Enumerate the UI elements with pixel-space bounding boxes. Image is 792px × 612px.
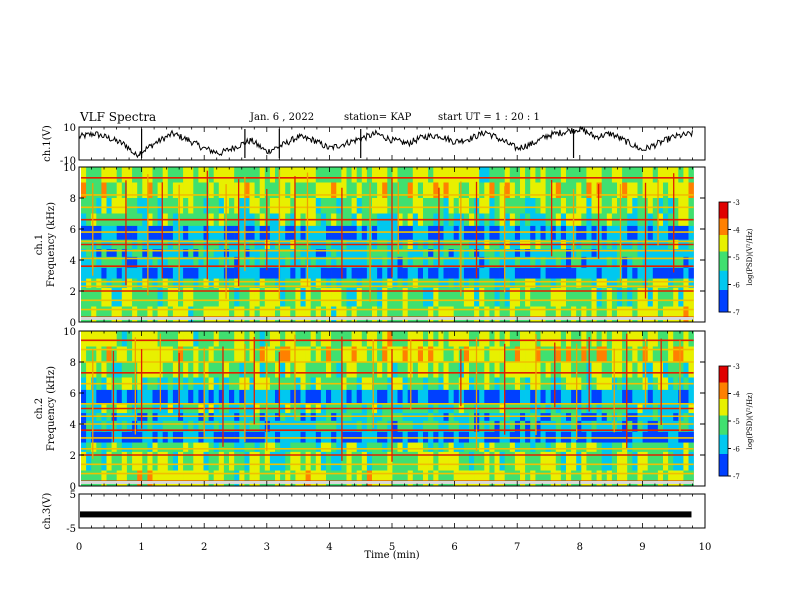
ch1-spectrogram-panel: 0 2 4 6 8 10 ch.1 Frequency (kHz) <box>34 163 706 329</box>
ch3-waveform-frame <box>78 493 706 529</box>
ch1-wave-y-tick-1: -10 <box>60 156 76 167</box>
x-tick-label-2: 2 <box>201 542 207 553</box>
chart-title: VLF Spectra <box>80 110 157 124</box>
ch2-spec-cbar-tick-4: -7 <box>733 473 740 481</box>
ch2-spec-y-tick-3: 6 <box>70 389 76 400</box>
ch2-spec-ylabel: Frequency (kHz) <box>46 366 57 451</box>
ch1-waveform-line <box>78 125 693 159</box>
x-tick-label-3: 3 <box>264 542 270 553</box>
ch1-spec-ylabel-channel: ch.1 <box>34 234 45 256</box>
ch1-spec-cbar-label: log(PSD)(V²/Hz) <box>746 228 754 285</box>
x-tick-label-6: 6 <box>451 542 457 553</box>
x-tick-label-9: 9 <box>639 542 645 553</box>
ch1-spec-cbar-tick-4: -7 <box>733 309 740 317</box>
x-axis-label: Time (min) <box>364 550 419 561</box>
ch1-wave-y-tick-0: 10 <box>63 123 76 134</box>
colorbar-ch1: -3 -4 -5 -6 -7 log(PSD)(V²/Hz) <box>718 199 754 317</box>
ch2-spec-y-tick-0: 0 <box>70 482 76 493</box>
ch1-waveform-panel: 10 -10 ch.1(V) <box>42 123 706 167</box>
ch1-spec-cbar-tick-3: -6 <box>733 282 740 290</box>
ch1-spec-y-tick-0: 0 <box>70 318 76 329</box>
ch1-spec-y-tick-2: 4 <box>70 256 76 267</box>
ch2-spec-cbar-tick-3: -6 <box>733 446 740 454</box>
ch1-spec-cbar-tick-0: -3 <box>733 199 740 207</box>
x-tick-label-1: 1 <box>138 542 144 553</box>
ch2-spectrogram-panel: 0 2 4 6 8 10 ch.2 Frequency (kHz) <box>34 327 706 493</box>
ch2-spec-ylabel-channel: ch.2 <box>34 398 45 420</box>
ch1-spec-y-tick-4: 8 <box>70 194 76 205</box>
time-axis: 0 1 2 3 4 5 6 7 8 9 10 Time (min) <box>76 542 712 561</box>
x-tick-label-0: 0 <box>76 542 82 553</box>
colorbar-ch2: -3 -4 -5 -6 -7 log(PSD)(V²/Hz) <box>718 363 754 481</box>
ch1-spec-cbar-tick-1: -4 <box>733 227 740 235</box>
ch1-spec-ylabel: Frequency (kHz) <box>46 202 57 287</box>
date-label: Jan. 6 , 2022 <box>250 112 315 123</box>
ch2-spec-y-tick-5: 10 <box>63 327 76 338</box>
x-tick-label-8: 8 <box>577 542 583 553</box>
start-ut-label: start UT = 1 : 20 : 1 <box>438 112 540 123</box>
ch1-spec-cbar-tick-2: -5 <box>733 254 740 262</box>
ch3-wave-y-tick-0: 5 <box>70 490 76 501</box>
ch2-spec-y-tick-4: 8 <box>70 358 76 369</box>
x-tick-label-10: 10 <box>699 542 712 553</box>
ch3-waveform-ylabel: ch.3(V) <box>42 493 53 530</box>
x-tick-label-5: 5 <box>389 542 395 553</box>
ch2-spec-cbar-label: log(PSD)(V²/Hz) <box>746 392 754 449</box>
ch1-spec-y-tick-5: 10 <box>63 163 76 174</box>
ch3-waveform-panel: 5 -5 ch.3(V) <box>42 490 706 535</box>
station-label: station= KAP <box>344 112 412 123</box>
ch3-waveform-line <box>80 511 692 518</box>
x-tick-label-7: 7 <box>514 542 520 553</box>
ch1-waveform-ylabel: ch.1(V) <box>42 125 53 162</box>
x-tick-label-4: 4 <box>326 542 332 553</box>
ch1-spec-y-tick-3: 6 <box>70 225 76 236</box>
ch2-spec-cbar-tick-1: -4 <box>733 391 740 399</box>
ch3-wave-y-tick-1: -5 <box>66 524 76 535</box>
ch2-spec-y-tick-2: 4 <box>70 420 76 431</box>
ch1-spec-y-tick-1: 2 <box>70 287 76 298</box>
ch2-spec-y-tick-1: 2 <box>70 451 76 462</box>
ch2-spec-cbar-tick-0: -3 <box>733 363 740 371</box>
ch2-spec-cbar-tick-2: -5 <box>733 418 740 426</box>
